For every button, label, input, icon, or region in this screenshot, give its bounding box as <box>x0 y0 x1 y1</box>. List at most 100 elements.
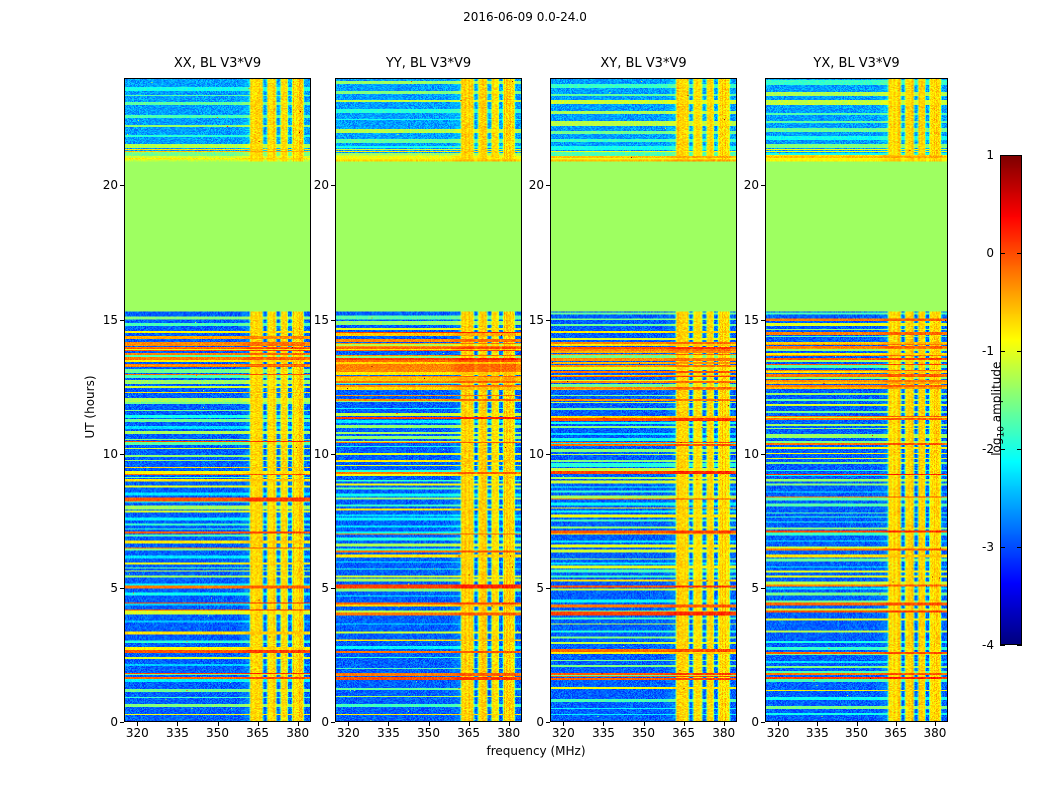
x-tick-mark <box>778 722 780 726</box>
colorbar-tick-label: -2 <box>982 442 994 456</box>
x-tick-mark <box>895 722 897 726</box>
y-tick-label: 20 <box>743 178 759 193</box>
y-tick-label: 10 <box>528 446 544 461</box>
x-tick-mark <box>508 722 510 726</box>
x-tick-label: 365 <box>246 726 270 740</box>
colorbar-label-prefix: log <box>989 437 1004 456</box>
x-axis-label: frequency (MHz) <box>486 744 586 758</box>
x-tick-label: 335 <box>805 726 829 740</box>
x-tick-label: 380 <box>286 726 310 740</box>
y-tick-mark <box>546 453 550 455</box>
x-tick-mark <box>137 722 139 726</box>
waterfall-panel-xx[interactable] <box>124 78 311 722</box>
x-tick-mark <box>348 722 350 726</box>
y-tick-mark <box>761 587 765 589</box>
x-tick-label: 320 <box>336 726 360 740</box>
y-tick-mark <box>120 319 124 321</box>
y-tick-mark <box>761 319 765 321</box>
x-tick-mark <box>934 722 936 726</box>
colorbar-tick-label: 1 <box>986 148 994 162</box>
x-tick-label: 350 <box>632 726 655 740</box>
x-tick-label: 365 <box>884 726 908 740</box>
y-tick-mark <box>761 185 765 187</box>
x-tick-label: 380 <box>923 726 947 740</box>
waterfall-panel-yx[interactable] <box>765 78 948 722</box>
y-tick-mark <box>546 587 550 589</box>
colorbar-tick-mark <box>1017 155 1022 156</box>
x-tick-label: 320 <box>766 726 790 740</box>
x-tick-label: 335 <box>591 726 615 740</box>
y-tick-mark <box>331 185 335 187</box>
colorbar-label: log10 amplitude <box>989 309 1006 509</box>
x-tick-label: 380 <box>497 726 521 740</box>
y-tick-label: 10 <box>743 446 759 461</box>
y-tick-mark <box>120 453 124 455</box>
spectrogram-image-yy <box>336 79 521 721</box>
colorbar-tick-mark <box>1017 547 1022 548</box>
panel-title-yx: YX, BL V3*V9 <box>813 56 900 71</box>
colorbar[interactable] <box>1000 155 1022 645</box>
x-tick-label: 320 <box>125 726 149 740</box>
colorbar-tick-mark <box>1000 155 1005 156</box>
x-tick-mark <box>297 722 299 726</box>
colorbar-tick-mark <box>1000 547 1005 548</box>
y-tick-label: 0 <box>110 715 118 729</box>
colorbar-tick-label: -1 <box>982 344 994 358</box>
y-tick-label: 0 <box>321 715 329 729</box>
colorbar-tick-mark <box>1000 645 1005 646</box>
y-tick-mark <box>546 722 550 723</box>
y-tick-label: 20 <box>313 178 329 193</box>
y-tick-mark <box>331 319 335 321</box>
spectrogram-image-xy <box>551 79 736 721</box>
y-tick-label: 5 <box>751 580 759 595</box>
colorbar-tick-mark <box>1000 351 1005 352</box>
panel-title-xx: XX, BL V3*V9 <box>173 56 262 71</box>
x-tick-label: 350 <box>206 726 229 740</box>
x-tick-mark <box>643 722 645 726</box>
x-tick-mark <box>856 722 858 726</box>
x-tick-label: 365 <box>672 726 696 740</box>
y-tick-mark <box>331 587 335 589</box>
y-tick-label: 20 <box>102 178 118 193</box>
x-tick-mark <box>257 722 259 726</box>
y-tick-label: 0 <box>751 715 759 729</box>
colorbar-tick-mark <box>1000 253 1005 254</box>
spectrogram-image-xx <box>125 79 310 721</box>
panel-title-yy: YY, BL V3*V9 <box>385 56 472 71</box>
x-tick-mark <box>217 722 219 726</box>
x-tick-mark <box>683 722 685 726</box>
y-tick-label: 5 <box>321 580 329 595</box>
waterfall-panel-yy[interactable] <box>335 78 522 722</box>
x-tick-label: 350 <box>845 726 868 740</box>
x-tick-mark <box>603 722 605 726</box>
y-tick-mark <box>120 587 124 589</box>
y-tick-mark <box>761 453 765 455</box>
y-tick-label: 15 <box>743 312 759 327</box>
y-tick-label: 15 <box>102 312 118 327</box>
colorbar-label-sub: 10 <box>996 426 1007 438</box>
x-tick-label: 335 <box>165 726 189 740</box>
y-tick-mark <box>546 185 550 187</box>
colorbar-tick-mark <box>1000 449 1005 450</box>
figure-suptitle: 2016-06-09 0.0-24.0 <box>463 10 587 24</box>
x-tick-mark <box>563 722 565 726</box>
colorbar-tick-mark <box>1017 645 1022 646</box>
y-tick-mark <box>761 722 765 723</box>
y-tick-label: 15 <box>528 312 544 327</box>
x-tick-mark <box>723 722 725 726</box>
colorbar-tick-mark <box>1017 351 1022 352</box>
y-tick-mark <box>331 453 335 455</box>
colorbar-label-suffix: amplitude <box>989 361 1004 427</box>
x-tick-label: 335 <box>376 726 400 740</box>
y-tick-label: 5 <box>110 580 118 595</box>
waterfall-panel-xy[interactable] <box>550 78 737 722</box>
y-tick-label: 0 <box>536 715 544 729</box>
y-tick-mark <box>120 722 124 723</box>
y-tick-label: 10 <box>102 446 118 461</box>
y-tick-mark <box>331 722 335 723</box>
y-axis-label: UT (hours) <box>83 375 97 439</box>
colorbar-tick-label: -4 <box>982 638 994 652</box>
y-tick-label: 10 <box>313 446 329 461</box>
x-tick-mark <box>817 722 819 726</box>
